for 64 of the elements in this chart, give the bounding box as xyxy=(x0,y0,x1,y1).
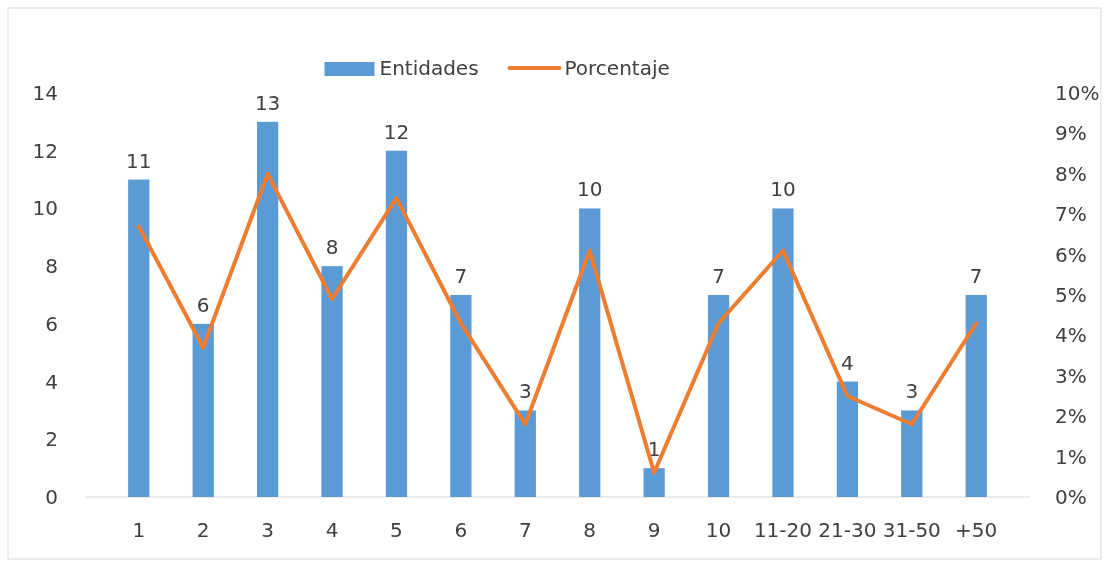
data-label: 13 xyxy=(254,90,281,115)
bar xyxy=(192,323,214,497)
bar xyxy=(579,208,601,497)
x-tick-label: 9 xyxy=(647,518,661,542)
x-tick-label: 3 xyxy=(261,518,274,542)
data-label: 7 xyxy=(969,264,983,288)
y-tick-label: 8 xyxy=(45,254,58,279)
bar xyxy=(450,295,472,497)
line-series xyxy=(136,171,979,475)
y2-tick-label: 6% xyxy=(1055,242,1087,267)
data-label: 3 xyxy=(518,379,532,404)
data-label: 8 xyxy=(325,235,339,260)
y2-tick-label: 5% xyxy=(1055,283,1087,307)
y2-tick-label: 8% xyxy=(1055,161,1087,186)
y2-tick-label: 2% xyxy=(1055,404,1087,429)
x-tick-label: 4 xyxy=(325,518,339,542)
y2-tick-label: 7% xyxy=(1055,202,1087,227)
bar xyxy=(965,295,987,497)
data-label: 7 xyxy=(454,264,468,288)
y-tick-label: 6 xyxy=(45,311,58,336)
bar xyxy=(321,266,343,497)
y2-tick-label: 9% xyxy=(1055,121,1087,146)
legend-label: Porcentaje xyxy=(564,56,670,80)
x-tick-label: 1 xyxy=(132,518,146,542)
x-tick-label: 8 xyxy=(583,518,597,542)
bar xyxy=(836,381,859,497)
data-label: 10 xyxy=(770,177,796,202)
data-label: 6 xyxy=(196,292,210,317)
y-tick-label: 4 xyxy=(45,369,58,394)
data-label: 1 xyxy=(647,437,661,462)
legend-label: Entidades xyxy=(379,56,479,80)
data-label: 12 xyxy=(383,119,410,144)
y2-tick-label: 10% xyxy=(1055,81,1100,105)
y2-tick-label: 0% xyxy=(1055,485,1087,509)
bar xyxy=(385,150,408,497)
y-tick-label: 14 xyxy=(32,81,58,105)
bar xyxy=(128,179,150,497)
bar xyxy=(256,121,279,497)
x-tick-label: 31-50 xyxy=(882,518,941,542)
y-tick-label: 10 xyxy=(32,196,58,221)
bar xyxy=(772,208,794,497)
x-tick-label: 2 xyxy=(196,518,210,542)
data-label: 7 xyxy=(712,264,725,288)
bar xyxy=(901,410,923,497)
x-tick-label: 7 xyxy=(518,518,532,542)
bar xyxy=(707,295,730,497)
y-tick-label: 0 xyxy=(45,485,58,509)
bar xyxy=(514,410,536,497)
data-label: 3 xyxy=(905,379,919,404)
data-label: 10 xyxy=(576,177,603,202)
y2-tick-label: 1% xyxy=(1055,444,1087,469)
bar xyxy=(643,468,665,497)
x-tick-label: 21-30 xyxy=(818,518,877,542)
x-tick-label: 11-20 xyxy=(753,518,813,542)
x-tick-label: 5 xyxy=(390,518,403,542)
y2-tick-label: 3% xyxy=(1055,363,1087,388)
y-tick-label: 2 xyxy=(45,427,58,452)
x-tick-label: 10 xyxy=(705,518,732,542)
y-tick-label: 12 xyxy=(32,138,58,163)
x-tick-label: +50 xyxy=(955,518,998,542)
y2-tick-label: 4% xyxy=(1055,323,1087,348)
data-label: 4 xyxy=(841,350,854,375)
x-tick-label: 6 xyxy=(454,518,468,542)
data-label: 11 xyxy=(126,148,152,173)
